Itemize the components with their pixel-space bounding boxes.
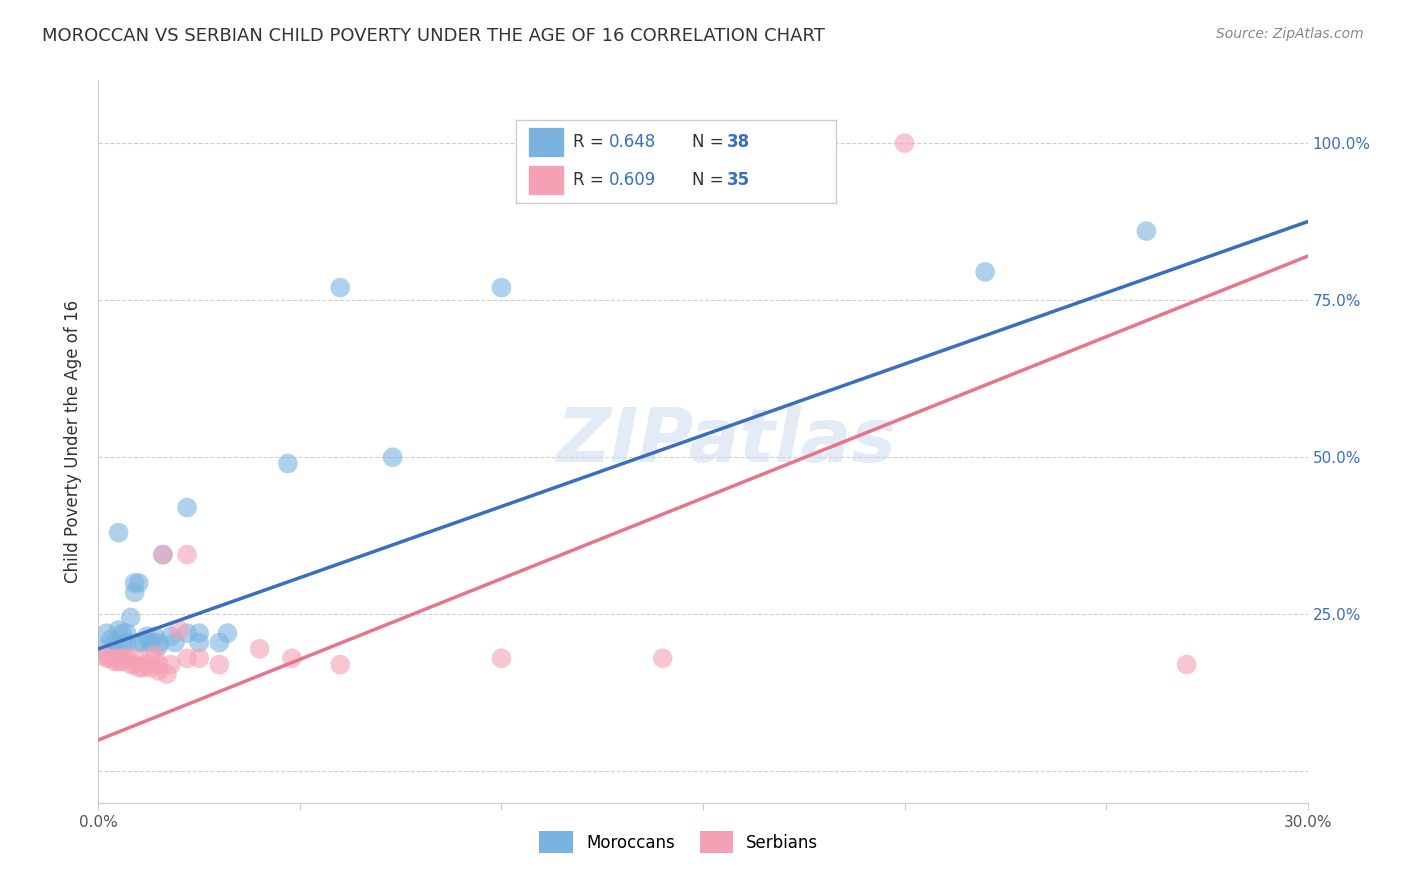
Point [111,651,134,665]
Point [124,575,146,590]
Point [135,657,157,672]
Text: MOROCCAN VS SERBIAN CHILD POVERTY UNDER THE AGE OF 16 CORRELATION CHART: MOROCCAN VS SERBIAN CHILD POVERTY UNDER … [42,27,825,45]
Point [148,664,170,678]
Point [176,651,198,665]
Point [100,651,122,665]
Point [128,661,150,675]
Point [167,623,190,637]
Point [217,626,239,640]
Point [148,639,170,653]
Point [115,651,138,665]
Point [139,635,162,649]
Point [124,585,146,599]
Point [893,136,915,150]
Text: ZIPatlas: ZIPatlas [557,405,897,478]
Text: Source: ZipAtlas.com: Source: ZipAtlas.com [1216,27,1364,41]
Point [491,651,513,665]
Point [107,639,129,653]
Point [111,655,134,669]
Point [176,500,198,515]
Point [188,626,211,640]
Point [91,648,114,662]
Point [152,548,174,562]
Point [107,525,129,540]
Point [115,635,138,649]
Point [329,657,352,672]
Point [160,629,183,643]
Point [120,610,142,624]
Point [163,635,186,649]
Point [152,548,174,562]
Point [124,657,146,672]
Point [188,635,211,649]
Legend: Moroccans, Serbians: Moroccans, Serbians [533,825,825,860]
Point [107,655,129,669]
Point [132,635,155,649]
Y-axis label: Child Poverty Under the Age of 16: Child Poverty Under the Age of 16 [65,300,83,583]
Point [124,651,146,665]
Point [120,657,142,672]
Point [381,450,404,465]
Point [100,632,122,647]
Point [176,626,198,640]
Point [111,626,134,640]
Point [132,661,155,675]
Point [277,457,299,471]
Point [96,626,118,640]
Point [96,651,118,665]
Point [491,280,513,294]
Point [103,635,125,649]
Point [160,657,183,672]
Point [91,641,114,656]
Point [107,651,129,665]
Point [281,651,304,665]
Point [249,641,271,656]
Point [208,635,231,649]
Point [148,635,170,649]
Point [1135,224,1157,238]
Point [128,575,150,590]
Point [1175,657,1198,672]
Point [103,655,125,669]
Point [188,651,211,665]
Point [139,635,162,649]
Point [208,657,231,672]
Point [651,651,673,665]
Point [974,265,997,279]
Point [135,629,157,643]
Point [139,651,162,665]
Point [107,623,129,637]
Point [111,639,134,653]
Point [329,280,352,294]
Point [156,667,179,681]
Point [128,635,150,649]
Point [176,548,198,562]
Point [148,657,170,672]
Point [143,629,166,643]
Point [143,648,166,662]
Point [115,626,138,640]
Point [139,661,162,675]
